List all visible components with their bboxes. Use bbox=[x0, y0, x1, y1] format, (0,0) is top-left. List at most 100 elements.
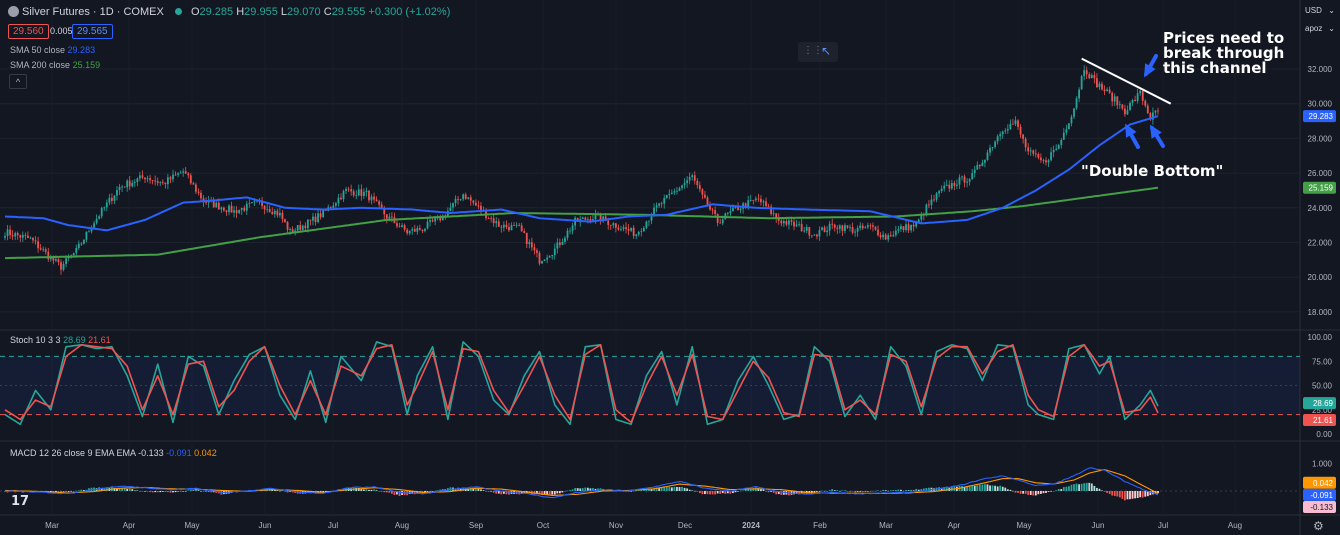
candle[interactable] bbox=[187, 173, 190, 176]
stoch-d-line[interactable] bbox=[4, 343, 1159, 424]
candle[interactable] bbox=[760, 198, 762, 203]
candle[interactable] bbox=[874, 226, 877, 230]
candle[interactable] bbox=[948, 184, 951, 189]
currency-select[interactable]: USD ⌄ bbox=[1305, 6, 1335, 18]
candle[interactable] bbox=[138, 175, 141, 179]
candle[interactable] bbox=[877, 229, 879, 236]
candle[interactable] bbox=[892, 235, 895, 237]
candle[interactable] bbox=[917, 219, 920, 223]
candle[interactable] bbox=[978, 164, 981, 167]
time-axis[interactable]: Mar Apr May Jun Jul Aug Sep Oct Nov Dec 2024 Feb Mar… bbox=[45, 521, 1242, 530]
candle[interactable] bbox=[345, 188, 347, 191]
candle[interactable] bbox=[319, 213, 322, 218]
sma200-legend[interactable]: SMA 200 close 25.159 bbox=[10, 60, 100, 70]
candle[interactable] bbox=[179, 172, 182, 174]
candle[interactable] bbox=[1055, 148, 1058, 150]
candle[interactable] bbox=[1096, 78, 1098, 88]
candle[interactable] bbox=[505, 224, 508, 228]
settings-gear-icon[interactable]: ⚙ bbox=[1313, 519, 1324, 533]
candle[interactable] bbox=[696, 180, 699, 186]
candle[interactable] bbox=[362, 192, 365, 196]
candle[interactable] bbox=[464, 194, 467, 199]
candle[interactable] bbox=[60, 262, 62, 270]
candle[interactable] bbox=[194, 184, 197, 192]
candle[interactable] bbox=[648, 220, 650, 222]
candle[interactable] bbox=[961, 176, 963, 178]
candle[interactable] bbox=[1129, 102, 1131, 111]
candle[interactable] bbox=[737, 207, 739, 211]
candle[interactable] bbox=[1004, 130, 1007, 132]
candle[interactable] bbox=[943, 185, 946, 189]
candle[interactable] bbox=[449, 207, 452, 211]
candle[interactable] bbox=[467, 197, 470, 199]
candle[interactable] bbox=[823, 227, 826, 233]
candle[interactable] bbox=[739, 208, 742, 211]
candle[interactable] bbox=[991, 146, 994, 148]
candle[interactable] bbox=[217, 202, 220, 210]
candle[interactable] bbox=[973, 169, 976, 174]
candle[interactable] bbox=[271, 211, 274, 215]
candle[interactable] bbox=[541, 260, 543, 264]
candle[interactable] bbox=[149, 178, 151, 181]
candle[interactable] bbox=[166, 177, 169, 185]
candle[interactable] bbox=[390, 216, 393, 218]
candle[interactable] bbox=[744, 203, 747, 208]
candle[interactable] bbox=[1045, 160, 1047, 163]
candle[interactable] bbox=[317, 213, 319, 222]
candle[interactable] bbox=[546, 257, 549, 260]
candle[interactable] bbox=[548, 256, 551, 258]
candle[interactable] bbox=[678, 188, 681, 191]
candle[interactable] bbox=[826, 230, 829, 233]
candle[interactable] bbox=[915, 222, 918, 227]
candle[interactable] bbox=[1106, 89, 1108, 92]
candle[interactable] bbox=[416, 228, 419, 232]
candle[interactable] bbox=[1083, 70, 1086, 77]
candle[interactable] bbox=[607, 220, 610, 225]
candle[interactable] bbox=[701, 189, 704, 195]
candle[interactable] bbox=[306, 219, 309, 229]
candle[interactable] bbox=[632, 227, 635, 237]
candle[interactable] bbox=[164, 182, 167, 185]
candle[interactable] bbox=[121, 186, 123, 188]
candle[interactable] bbox=[220, 207, 223, 210]
candle[interactable] bbox=[469, 197, 472, 201]
candle[interactable] bbox=[688, 177, 691, 181]
candle[interactable] bbox=[16, 233, 19, 236]
candle[interactable] bbox=[838, 225, 841, 229]
candle[interactable] bbox=[347, 188, 350, 190]
candle[interactable] bbox=[569, 230, 571, 232]
candle[interactable] bbox=[800, 223, 803, 232]
candle[interactable] bbox=[757, 198, 760, 200]
candle[interactable] bbox=[866, 225, 869, 228]
candle[interactable] bbox=[994, 141, 997, 147]
candle[interactable] bbox=[576, 217, 579, 222]
candle[interactable] bbox=[136, 178, 139, 182]
candle[interactable] bbox=[1034, 153, 1037, 155]
candle[interactable] bbox=[197, 191, 200, 193]
candle[interactable] bbox=[278, 212, 281, 216]
candle[interactable] bbox=[128, 180, 131, 187]
candle[interactable] bbox=[370, 196, 373, 201]
profile-select[interactable]: apoz ⌄ bbox=[1305, 24, 1335, 36]
candle[interactable] bbox=[530, 242, 533, 248]
candle[interactable] bbox=[85, 231, 88, 240]
candle[interactable] bbox=[1157, 110, 1159, 112]
candle[interactable] bbox=[818, 230, 821, 237]
candle[interactable] bbox=[986, 152, 989, 160]
candle[interactable] bbox=[342, 190, 345, 200]
candle[interactable] bbox=[474, 202, 477, 206]
candle[interactable] bbox=[1080, 76, 1083, 90]
candle[interactable] bbox=[21, 234, 24, 238]
candle[interactable] bbox=[233, 210, 235, 213]
candle[interactable] bbox=[945, 184, 948, 186]
candle[interactable] bbox=[803, 230, 806, 232]
candle[interactable] bbox=[250, 202, 253, 204]
candle[interactable] bbox=[350, 189, 353, 192]
candle[interactable] bbox=[676, 190, 678, 192]
candle[interactable] bbox=[144, 177, 146, 180]
candle[interactable] bbox=[426, 221, 429, 229]
candle[interactable] bbox=[553, 248, 556, 256]
candle[interactable] bbox=[1012, 123, 1014, 125]
macd-pane[interactable] bbox=[0, 467, 1300, 501]
candle[interactable] bbox=[289, 229, 291, 230]
